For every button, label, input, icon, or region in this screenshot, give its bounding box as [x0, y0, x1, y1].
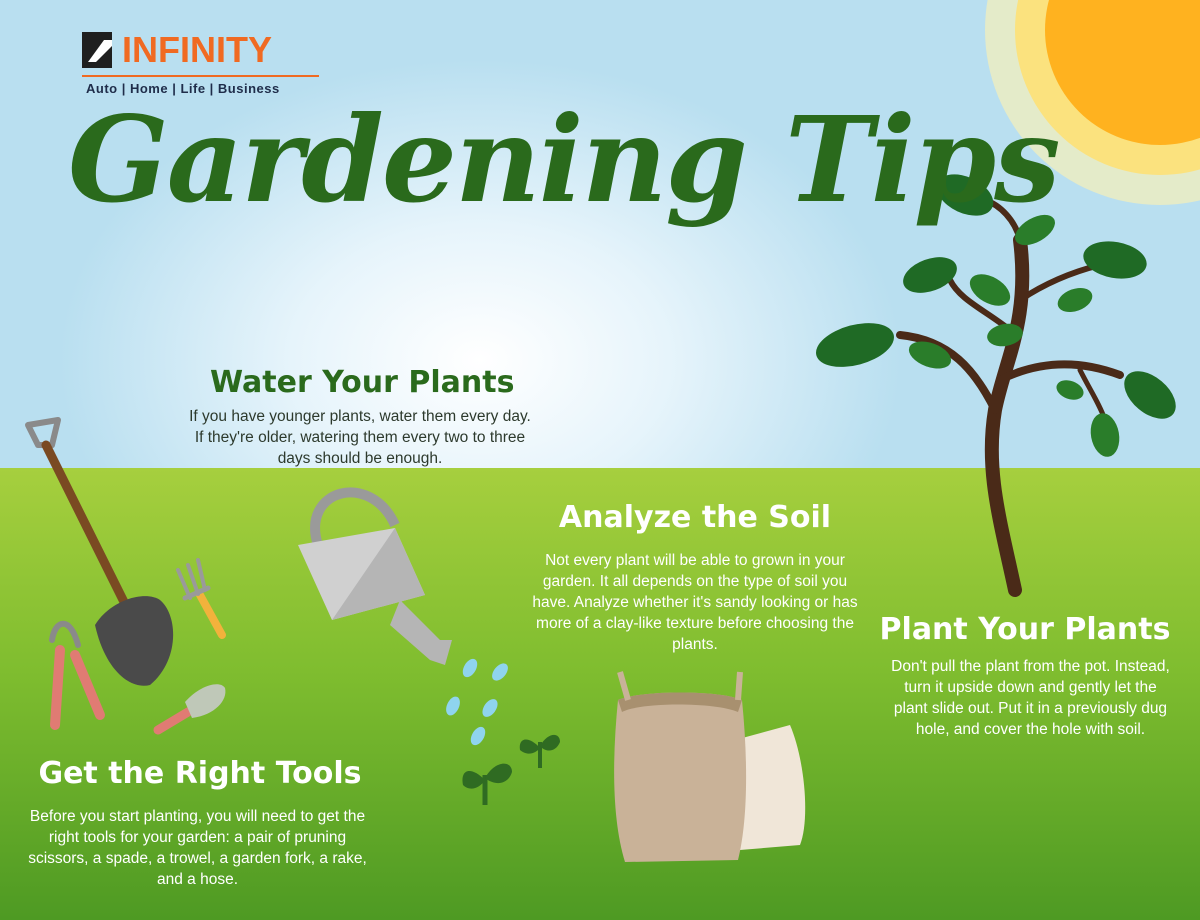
sun-icon: [985, 0, 1200, 205]
spade-icon: [25, 417, 174, 686]
garden-fork-icon: [176, 558, 226, 639]
tip-plant-text: Don't pull the plant from the pot. Inste…: [891, 658, 1170, 738]
tip-soil-heading: Analyze the Soil: [558, 500, 832, 535]
pruning-scissors-icon: [49, 620, 105, 730]
brand-name: INFINITY: [122, 29, 272, 70]
trowel-icon: [153, 684, 226, 735]
sprout-icon: [462, 734, 560, 805]
brand-mark-icon: [82, 32, 112, 68]
brand-underline: [82, 75, 319, 77]
soil-bag-icon: [614, 671, 806, 862]
water-drop-icon: [446, 658, 508, 746]
tip-tools-heading: Get the Right Tools: [38, 756, 362, 791]
watering-can-icon: [298, 487, 452, 665]
tip-soil-text: Not every plant will be able to grown in…: [532, 552, 858, 653]
tip-water-text: If you have younger plants, water them e…: [189, 408, 531, 467]
tip-tools-text: Before you start planting, you will need…: [28, 808, 367, 888]
tip-plant-heading: Plant Your Plants: [879, 612, 1171, 647]
tip-water-heading: Water Your Plants: [210, 365, 515, 400]
brand-tagline: Auto | Home | Life | Business: [86, 81, 280, 96]
page-title: Gardening Tips: [68, 90, 1061, 229]
tree-icon: [816, 174, 1176, 597]
